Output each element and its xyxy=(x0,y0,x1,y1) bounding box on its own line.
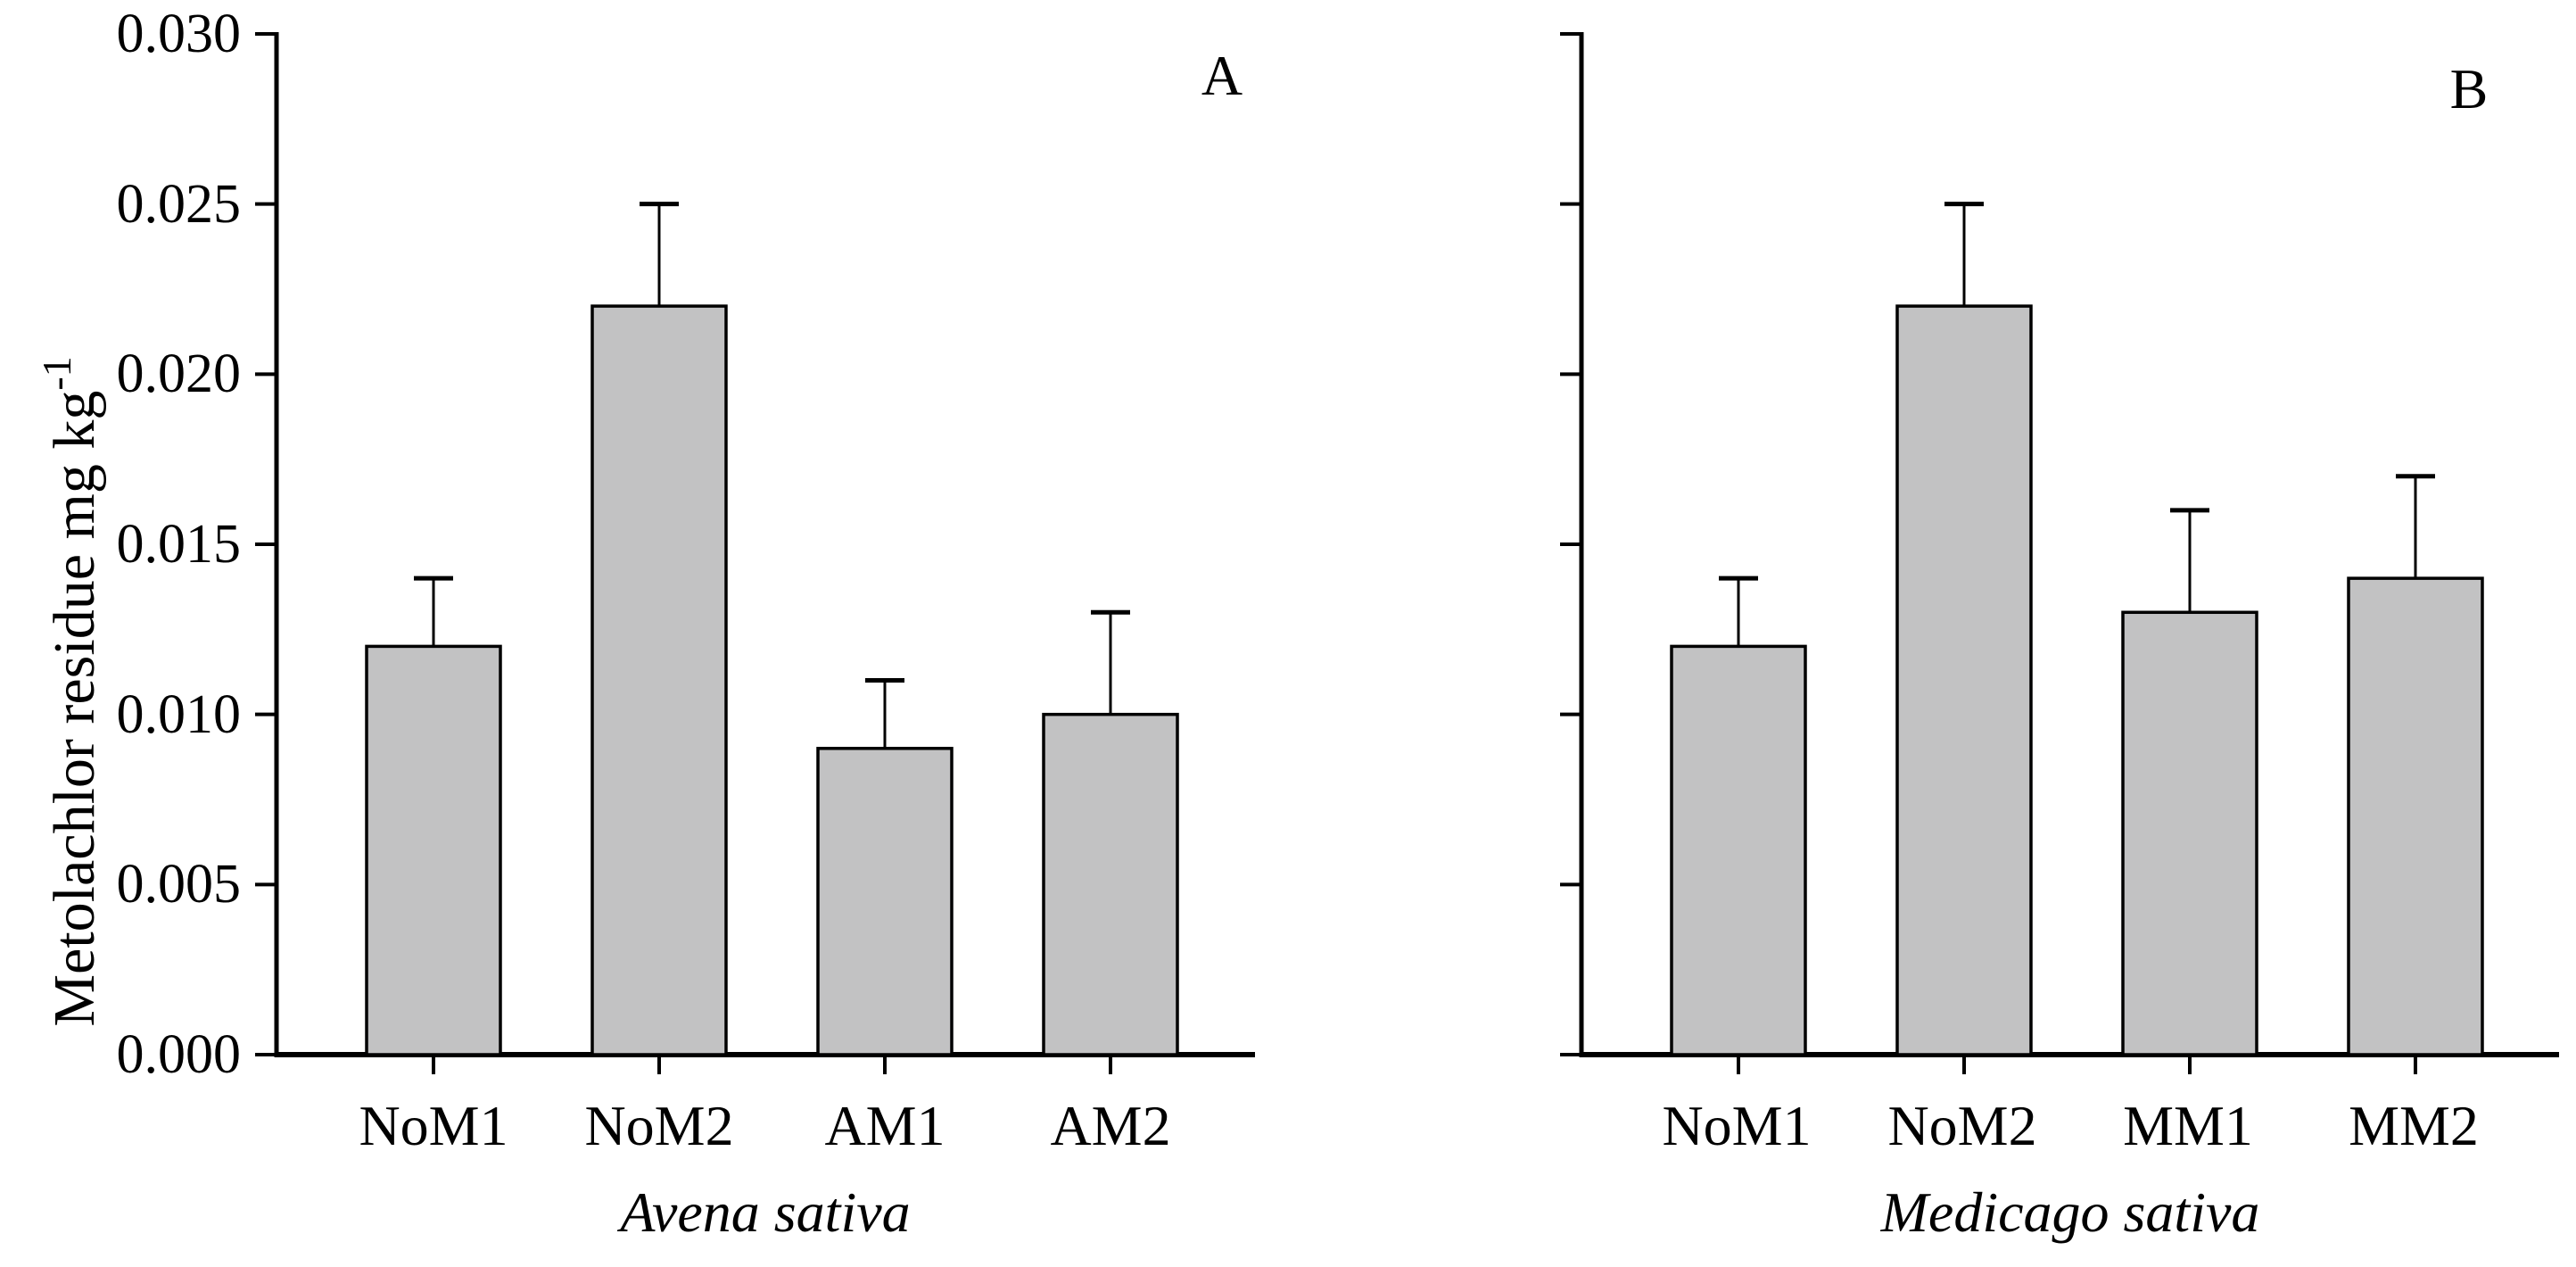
chart-geometry xyxy=(255,32,2559,1074)
category-label-b-nom1: NoM1 xyxy=(1662,1094,1811,1157)
panel-a-ytick-labels: 0.000 0.005 0.010 0.015 0.020 0.025 0.03… xyxy=(117,4,242,1085)
ytick-label-0000: 0.000 xyxy=(117,1024,242,1085)
ytick-label-0005: 0.005 xyxy=(117,854,242,915)
x-axis-title-avena-sativa: Avena sativa xyxy=(616,1180,910,1244)
panel-b-bar-mm1 xyxy=(2121,610,2258,1056)
category-label-b-mm2: MM2 xyxy=(2349,1094,2479,1157)
ytick-label-0025: 0.025 xyxy=(117,174,242,235)
panel-a-bar-nom1 xyxy=(365,644,502,1056)
ytick-label-0015: 0.015 xyxy=(117,514,242,575)
ytick-label-0010: 0.010 xyxy=(117,684,242,745)
category-label-a-nom1: NoM1 xyxy=(359,1094,508,1157)
y-axis-title-main: Metolachlor residue mg kg xyxy=(42,391,107,1027)
ytick-label-0030: 0.030 xyxy=(117,4,242,64)
panel-b-category-labels: NoM1 NoM2 MM1 MM2 xyxy=(1662,1094,2478,1157)
category-label-a-nom2: NoM2 xyxy=(584,1094,733,1157)
panel-b-bar-nom2 xyxy=(1895,304,2033,1056)
panel-letter-b: B xyxy=(2450,57,2489,120)
panel-a-bar-nom2 xyxy=(590,304,728,1056)
panel-b-bar-nom1 xyxy=(1670,644,1807,1056)
panel-a-category-labels: NoM1 NoM2 AM1 AM2 xyxy=(359,1094,1170,1157)
panel-a-bar-am2 xyxy=(1042,712,1179,1056)
ytick-label-0020: 0.020 xyxy=(117,344,242,404)
y-axis-title: Metolachlor residue mg kg-1 xyxy=(34,356,107,1026)
panel-letter-a: A xyxy=(1201,44,1243,107)
category-label-a-am2: AM2 xyxy=(1050,1094,1170,1157)
y-axis-title-superscript: -1 xyxy=(34,356,79,390)
panel-a-bar-am1 xyxy=(816,747,954,1056)
x-axis-title-medicago-sativa: Medicago sativa xyxy=(1880,1180,2260,1244)
category-label-b-nom2: NoM2 xyxy=(1887,1094,2036,1157)
panel-b-bar-mm2 xyxy=(2347,576,2484,1056)
category-label-a-am1: AM1 xyxy=(824,1094,945,1157)
category-label-b-mm1: MM1 xyxy=(2123,1094,2253,1157)
